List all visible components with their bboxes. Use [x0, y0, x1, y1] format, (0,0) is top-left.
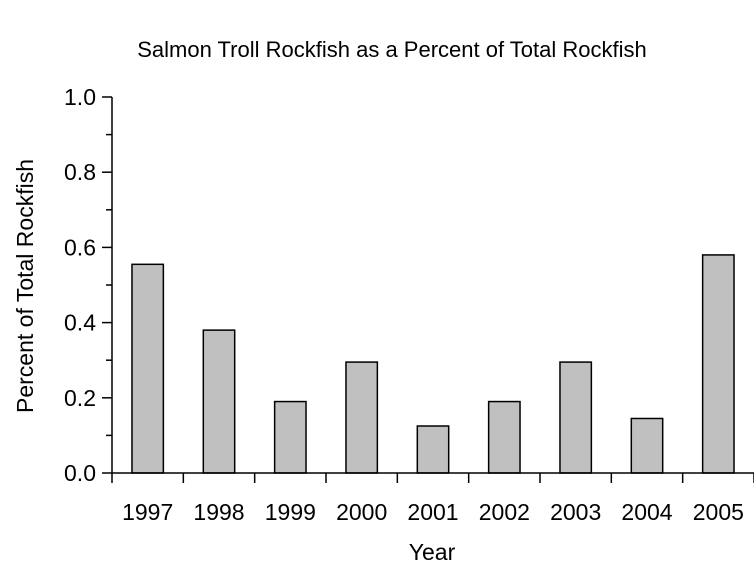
bar-2005: [701, 254, 735, 474]
bar-1999: [273, 400, 307, 474]
bar-2004: [630, 417, 664, 474]
x-tick-label-2002: 2002: [479, 499, 530, 525]
chart-title: Salmon Troll Rockfish as a Percent of To…: [137, 37, 646, 62]
bar-1997: [131, 263, 165, 474]
bar-group: [131, 254, 735, 474]
y-axis-label: Percent of Total Rockfish: [12, 159, 38, 413]
y-tick-label: 0.4: [64, 310, 96, 336]
x-tick-label-2000: 2000: [336, 499, 387, 525]
x-axis-ticks: 1997 1998 1999 2000 2001 2002 2003 2004 2005: [111, 473, 754, 525]
y-tick-label: 0.6: [64, 234, 96, 260]
bar-2000: [345, 361, 379, 474]
x-tick-label-2004: 2004: [621, 499, 672, 525]
x-tick-label-2001: 2001: [407, 499, 458, 525]
bar-1998: [202, 329, 236, 474]
x-tick-label-2005: 2005: [693, 499, 744, 525]
y-axis-ticks: 0.0 0.2 0.4 0.6 0.8 1.0: [64, 84, 112, 486]
bar-2002: [487, 400, 521, 474]
x-tick-label-1998: 1998: [193, 499, 244, 525]
x-tick-label-1997: 1997: [122, 499, 173, 525]
x-axis-label: Year: [409, 539, 456, 565]
x-tick-label-2003: 2003: [550, 499, 601, 525]
y-tick-label: 0.2: [64, 385, 96, 411]
x-tick-label-1999: 1999: [265, 499, 316, 525]
bar-2003: [559, 361, 593, 474]
bar-2001: [416, 425, 450, 474]
y-tick-label: 0.0: [64, 460, 96, 486]
y-tick-label: 0.8: [64, 159, 96, 185]
y-tick-label: 1.0: [64, 84, 96, 110]
